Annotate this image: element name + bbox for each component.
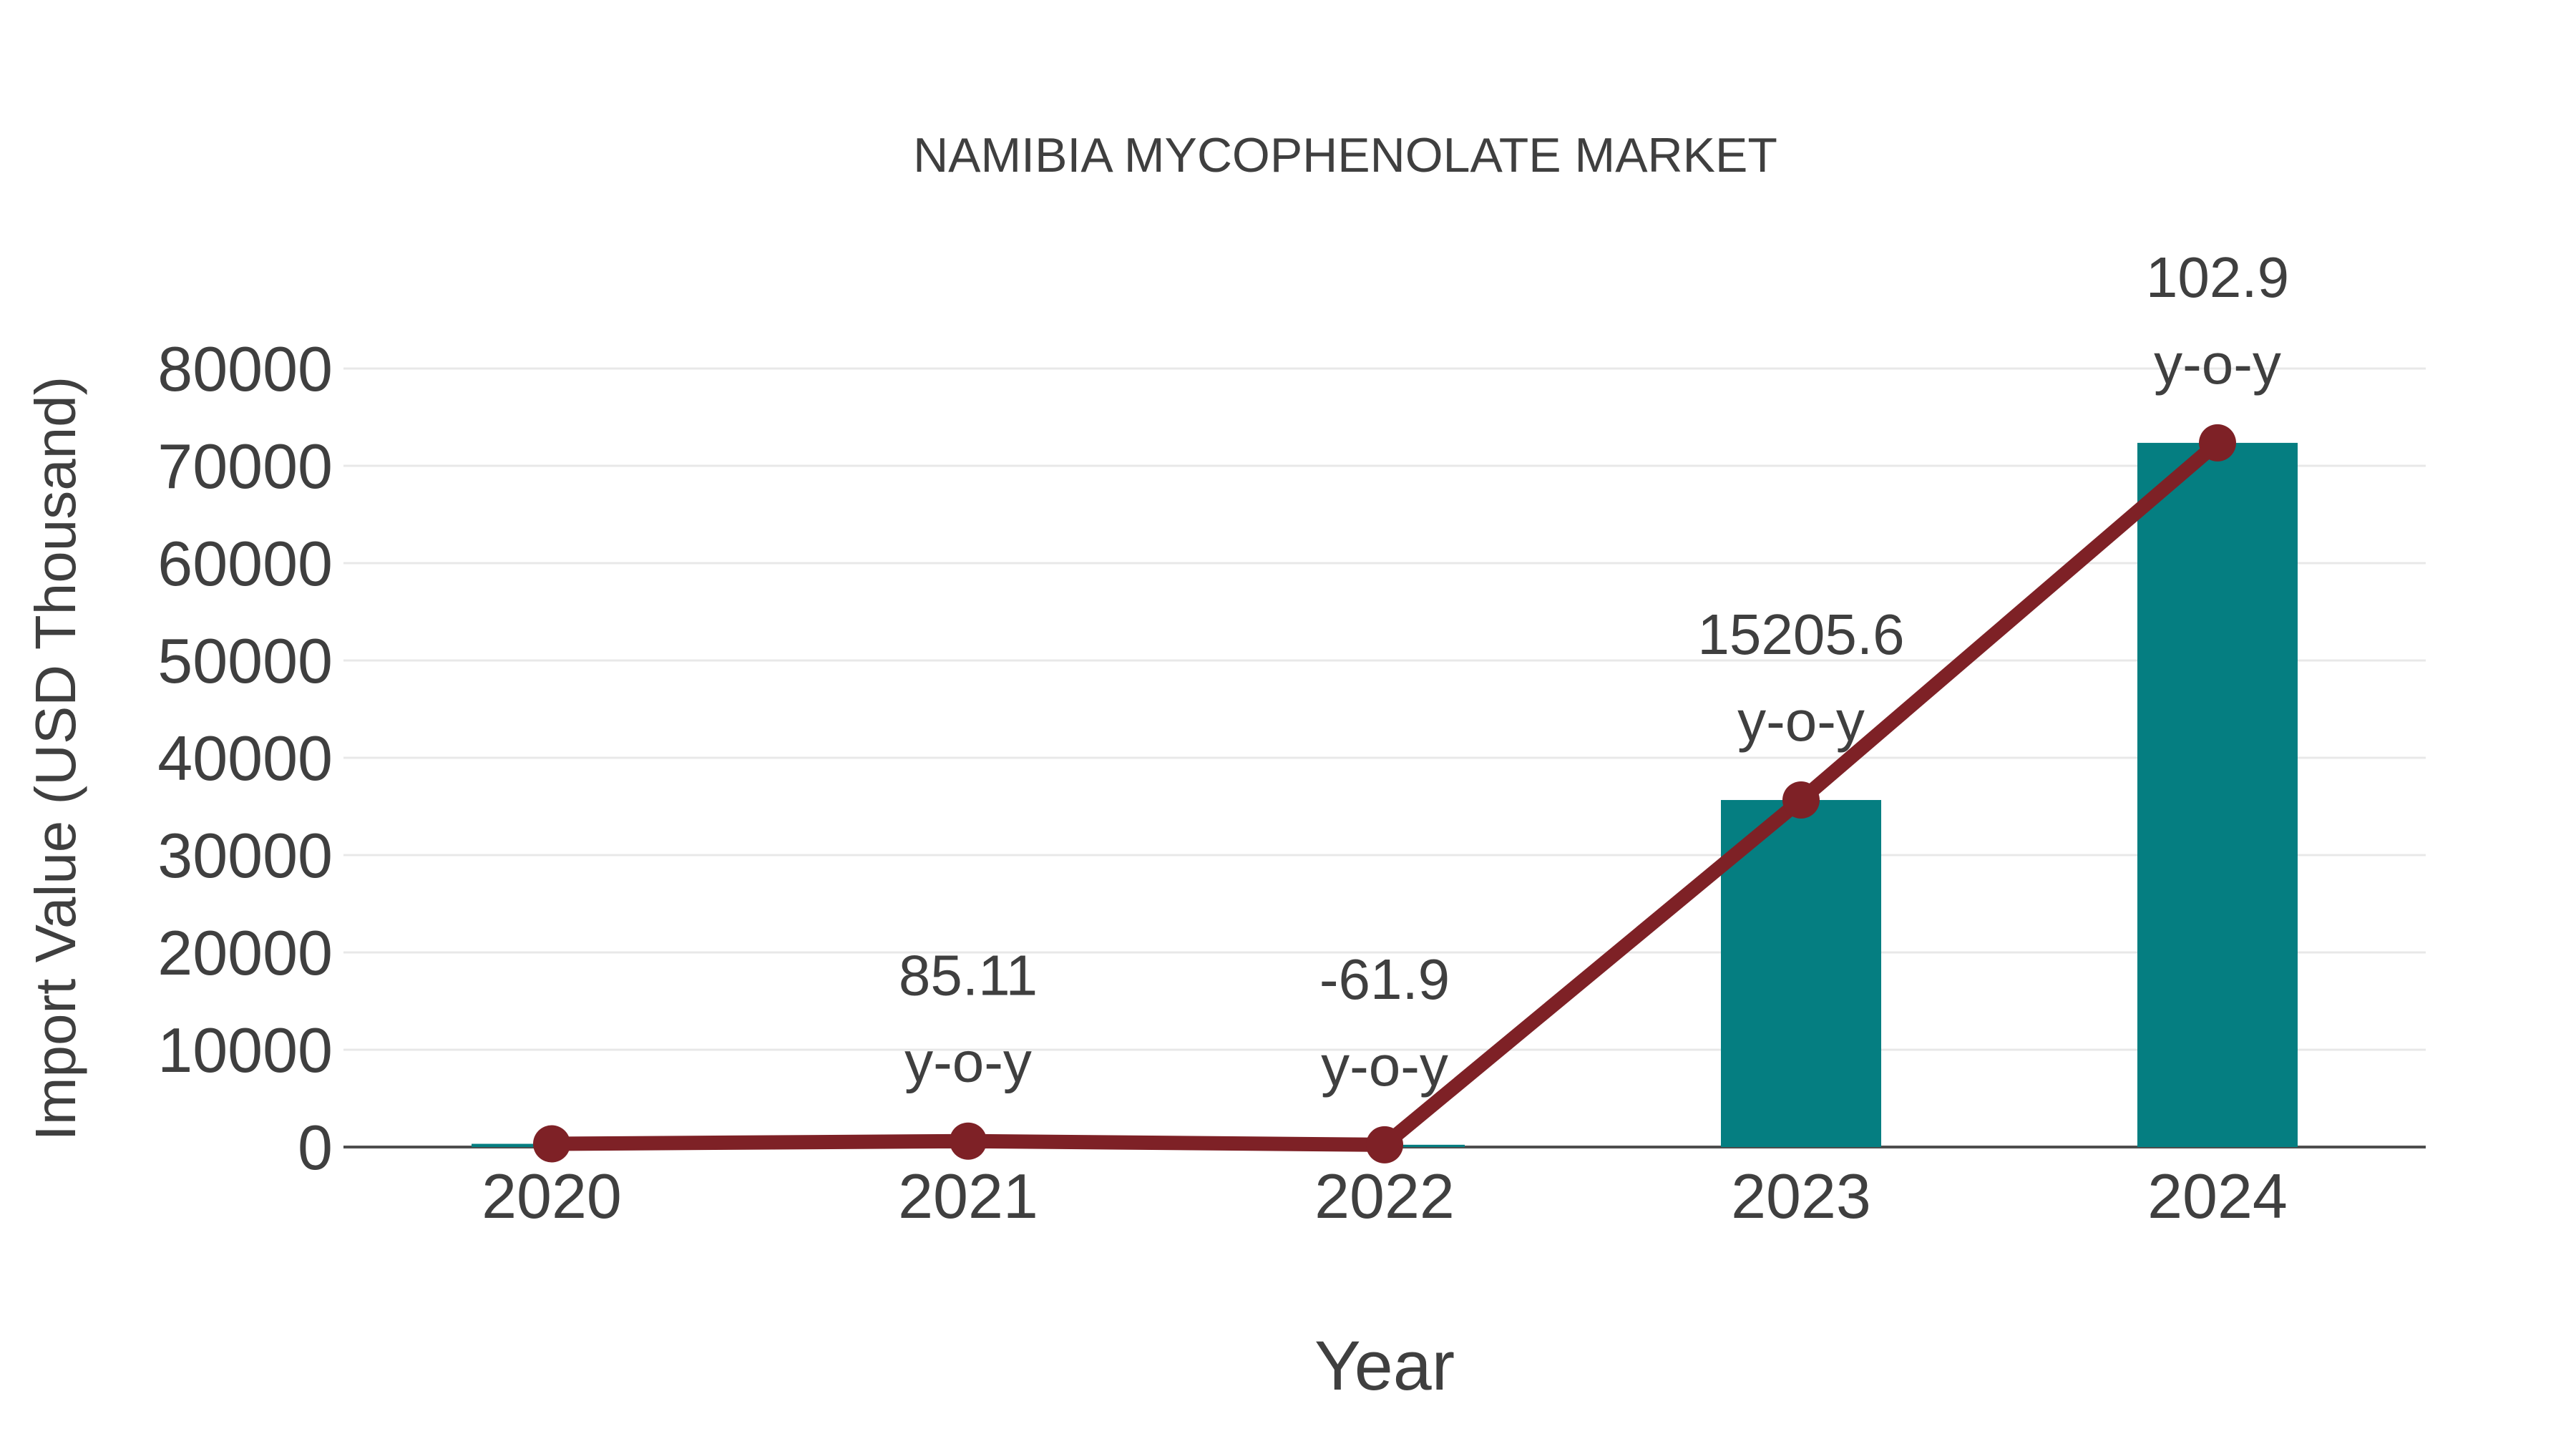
annotation-value: 85.11 xyxy=(899,944,1038,1008)
annotation-value: -61.9 xyxy=(1319,947,1450,1011)
y-tick-label: 20000 xyxy=(157,917,333,988)
annotation-value: 102.9 xyxy=(2146,245,2289,309)
annotations-layer: 85.11 y-o-y -61.9 y-o-y 15205.6 y-o-y 102.9 y-o… xyxy=(899,245,2289,1098)
gridlines-layer xyxy=(343,367,2426,1051)
x-tick-label: 2024 xyxy=(2147,1161,2288,1231)
y-axis-label: Import Value (USD Thousand) xyxy=(24,376,87,1141)
bar xyxy=(1721,800,1881,1147)
x-tick-label: 2021 xyxy=(898,1161,1038,1231)
line-markers-layer xyxy=(533,424,2236,1163)
y-tick-label: 60000 xyxy=(157,528,333,599)
annotation-unit: y-o-y xyxy=(2154,332,2281,396)
annotation-value: 15205.6 xyxy=(1697,602,1904,666)
annotation-unit: y-o-y xyxy=(1737,689,1865,753)
y-tick-label: 0 xyxy=(298,1112,333,1183)
line-marker xyxy=(1366,1126,1403,1163)
line-marker xyxy=(533,1125,570,1163)
bars-layer xyxy=(472,442,2298,1147)
x-tick-label: 2023 xyxy=(1731,1161,1871,1231)
y-tick-label: 30000 xyxy=(157,820,333,891)
y-tick-label: 10000 xyxy=(157,1015,333,1085)
x-axis-label: Year xyxy=(1314,1327,1455,1405)
line-marker xyxy=(2199,424,2236,462)
x-tick-labels: 2020 2021 2022 2023 2024 xyxy=(482,1161,2288,1231)
x-tick-label: 2020 xyxy=(482,1161,622,1231)
y-tick-label: 40000 xyxy=(157,723,333,794)
chart-title: NAMIBIA MYCOPHENOLATE MARKET xyxy=(913,128,1777,182)
annotation-unit: y-o-y xyxy=(1321,1034,1448,1098)
x-tick-label: 2022 xyxy=(1314,1161,1455,1231)
y-tick-label: 80000 xyxy=(157,333,333,404)
y-tick-label: 50000 xyxy=(157,625,333,696)
bar xyxy=(2137,442,2298,1147)
annotation-unit: y-o-y xyxy=(904,1030,1032,1094)
y-tick-labels: 0 10000 20000 30000 40000 50000 60000 70000 8000… xyxy=(157,333,333,1183)
line-marker xyxy=(1782,781,1820,819)
line-marker xyxy=(950,1122,987,1160)
y-tick-label: 70000 xyxy=(157,431,333,502)
